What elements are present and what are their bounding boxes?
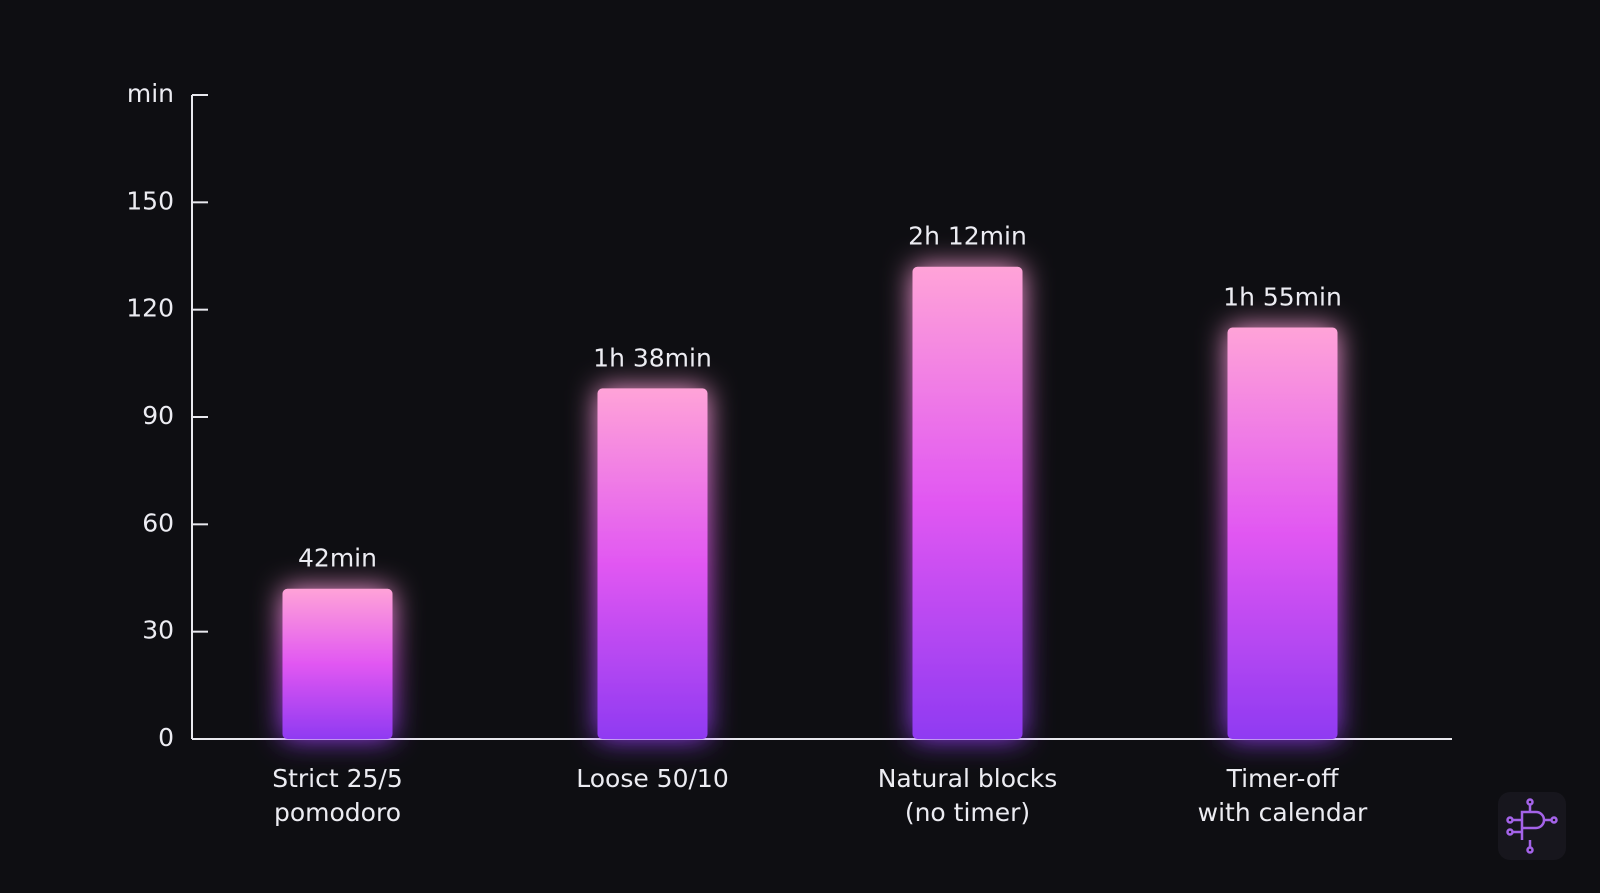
- y-tick-label: 150: [126, 186, 174, 215]
- x-tick-label: Natural blocks (no timer): [878, 764, 1058, 827]
- x-tick-label-line: pomodoro: [274, 798, 401, 827]
- x-tick-label-line: Loose 50/10: [576, 764, 728, 793]
- x-tick-label-line: with calendar: [1198, 798, 1368, 827]
- y-tick-label: 60: [142, 508, 174, 537]
- bar: [597, 388, 708, 739]
- x-tick-label-line: Strict 25/5: [272, 764, 403, 793]
- x-tick-label: Loose 50/10: [576, 764, 728, 793]
- y-tick-label: 0: [158, 723, 174, 752]
- value-label: 2h 12min: [908, 222, 1027, 251]
- logo: [1498, 792, 1566, 860]
- bar: [282, 588, 393, 739]
- x-tick-label: Timer-off with calendar: [1198, 764, 1368, 827]
- y-tick-label: 90: [142, 401, 174, 430]
- x-tick-label-line: Natural blocks: [878, 764, 1058, 793]
- x-tick-label-line: Timer-off: [1226, 764, 1340, 793]
- y-tick-label: 120: [126, 294, 174, 323]
- y-tick-label: 30: [142, 616, 174, 645]
- y-tick-label: min: [127, 79, 174, 108]
- value-label: 1h 55min: [1223, 283, 1342, 312]
- bar: [912, 266, 1023, 739]
- x-tick-label: Strict 25/5 pomodoro: [272, 764, 403, 827]
- value-label: 42min: [298, 544, 377, 573]
- value-label: 1h 38min: [593, 343, 712, 372]
- bar: [1227, 327, 1338, 739]
- x-tick-label-line: (no timer): [905, 798, 1030, 827]
